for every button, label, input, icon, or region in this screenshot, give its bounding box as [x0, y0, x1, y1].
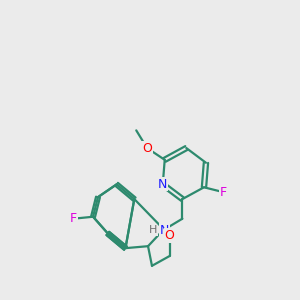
Text: F: F: [70, 212, 77, 225]
Text: F: F: [220, 186, 227, 199]
Text: N: N: [158, 178, 167, 191]
Text: H: H: [149, 226, 157, 236]
Text: O: O: [142, 142, 152, 154]
Text: N: N: [160, 224, 169, 237]
Text: O: O: [165, 229, 175, 242]
